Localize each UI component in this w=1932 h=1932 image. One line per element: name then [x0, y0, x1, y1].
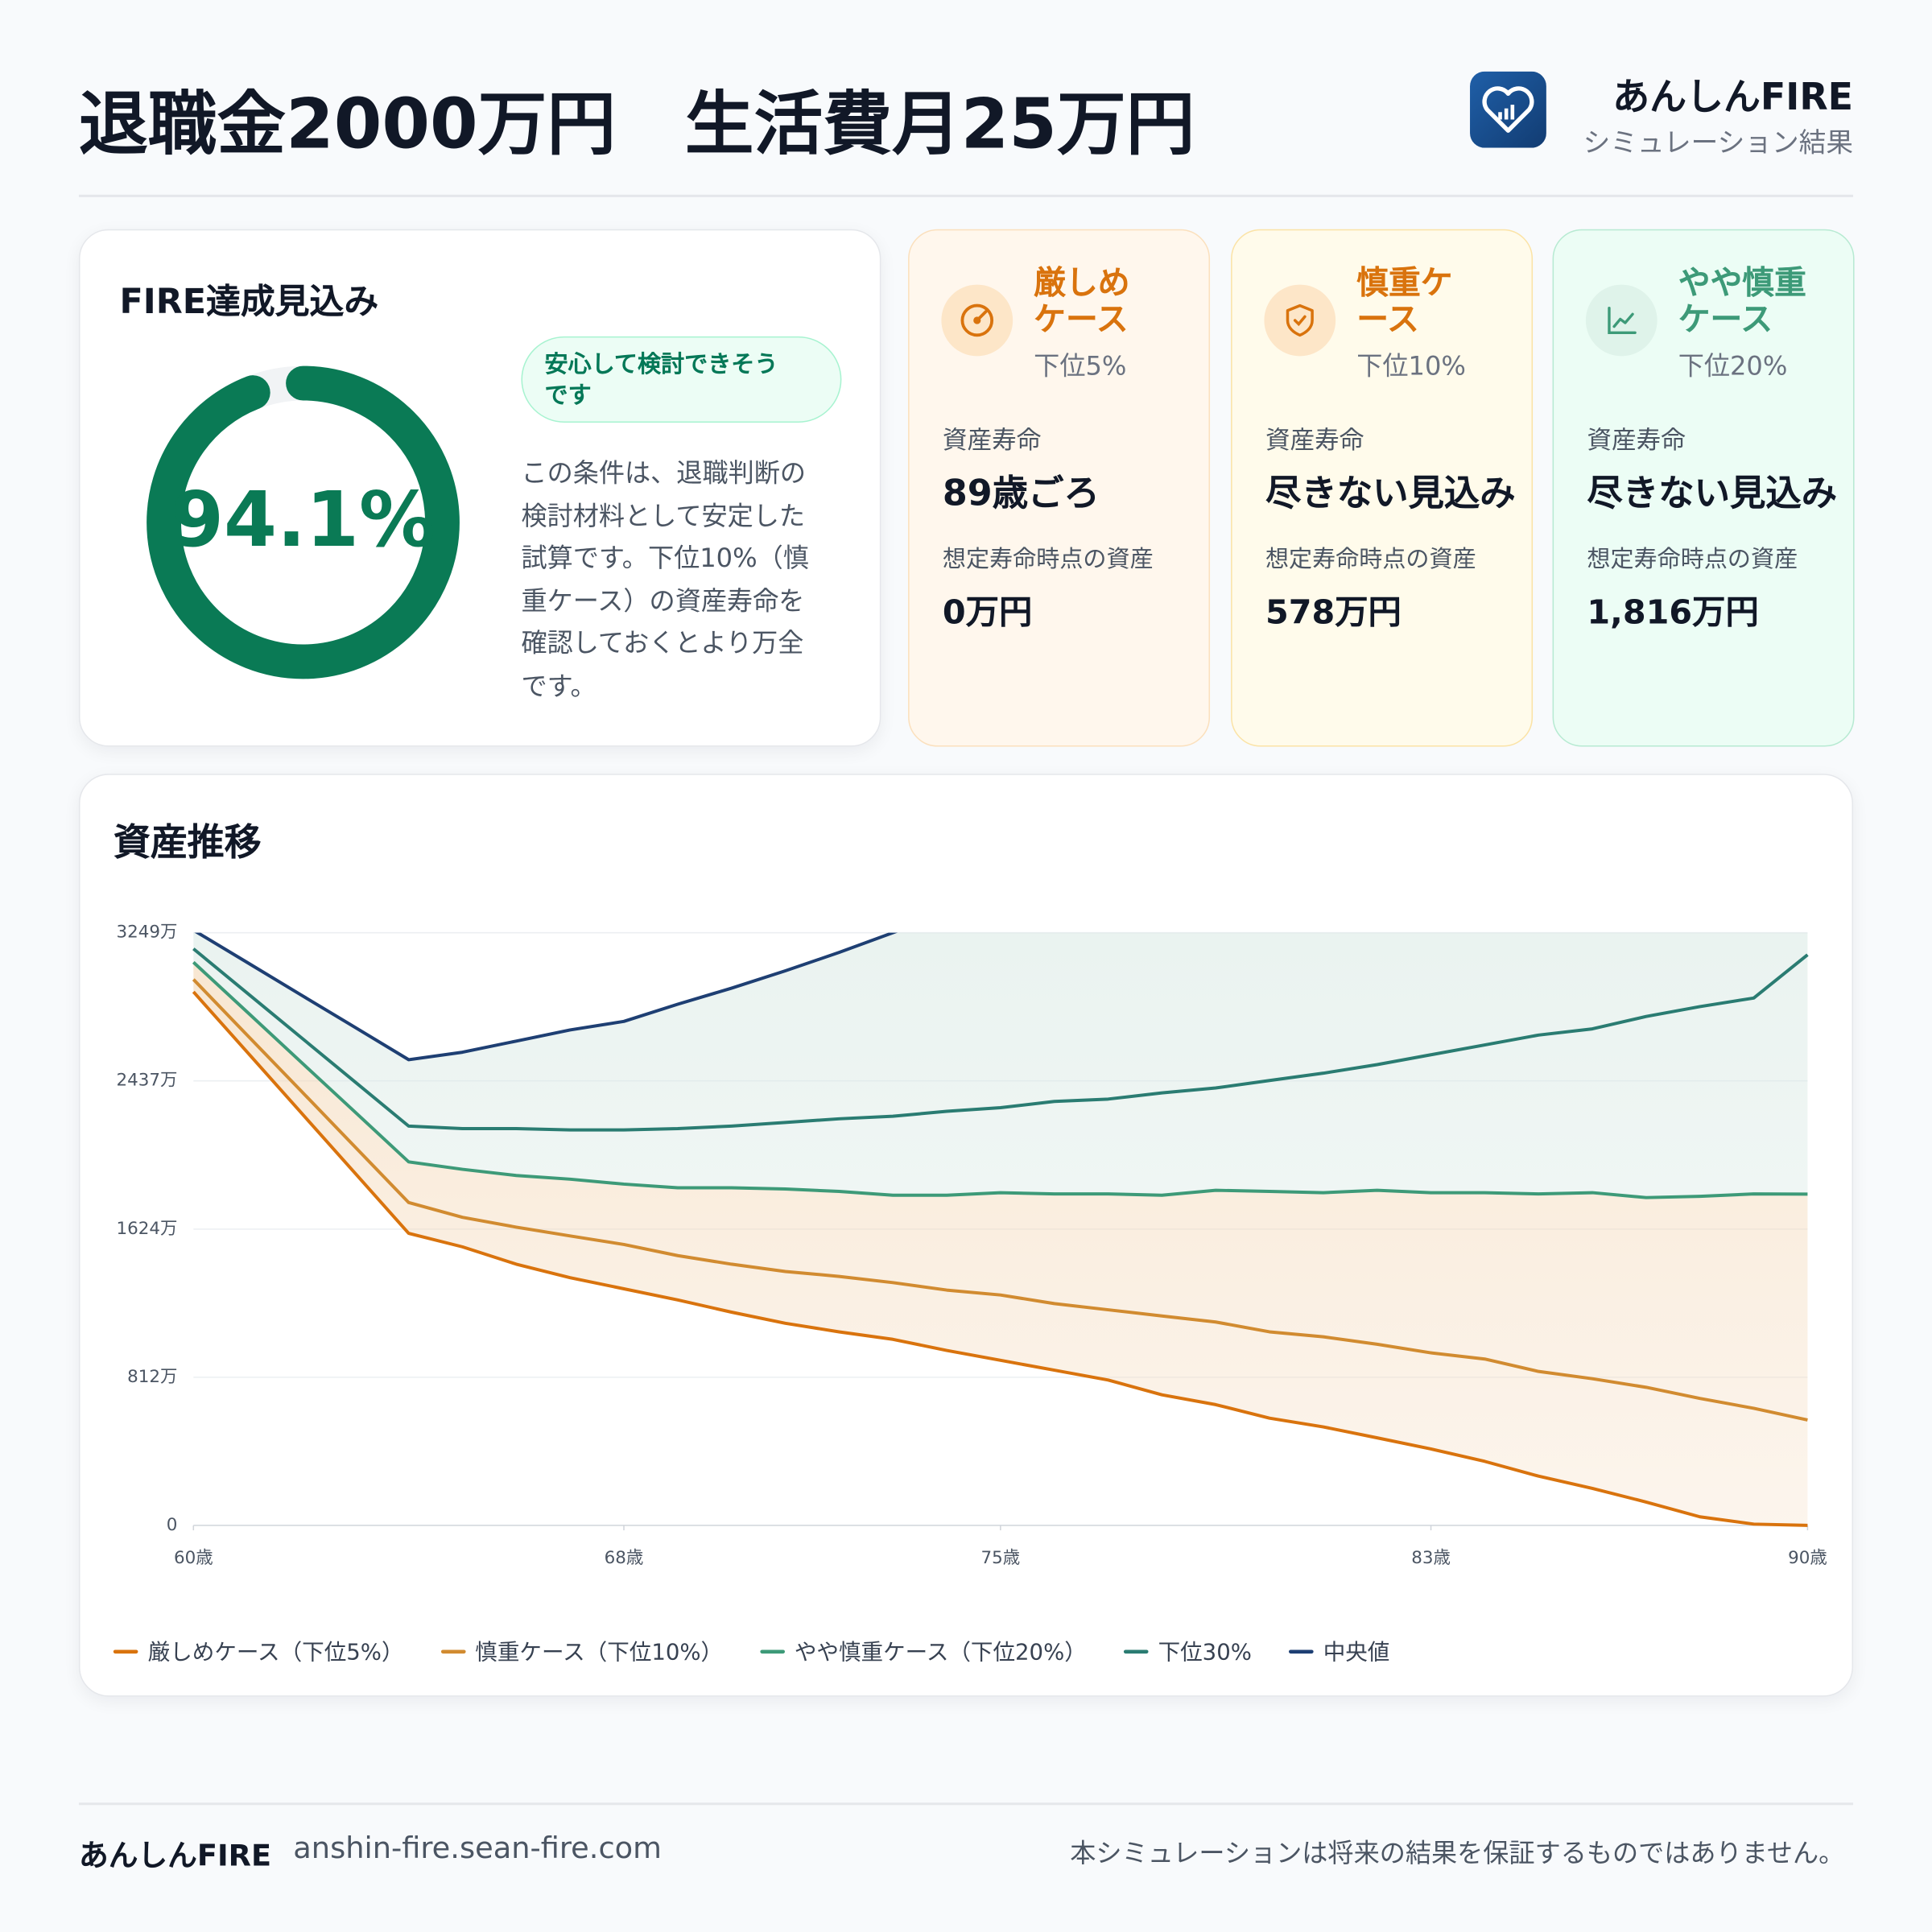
legend-item: 中央値 [1288, 1635, 1390, 1667]
asset-label: 想定寿命時点の資産 [1587, 546, 1798, 573]
y-tick-label: 3249万 [117, 923, 178, 943]
legend-label: 中央値 [1323, 1640, 1390, 1666]
case-card: 厳しめケース 下位5% 資産寿命 89歳ごろ 想定寿命時点の資産 0万円 [908, 229, 1211, 747]
legend-label: やや慎重ケース（下位20%） [794, 1640, 1087, 1666]
legend-swatch [1123, 1649, 1149, 1653]
asset-value: 1,816万円 [1587, 593, 1759, 633]
life-value: 尽きない見込み [1587, 472, 1838, 514]
plot [192, 932, 1809, 1527]
probability-card: FIRE達成見込み 94.1% 安心して検討できそうです この条件は、退職判断の… [78, 229, 881, 747]
badge: 安心して検討できそうです [521, 336, 842, 423]
case-name: 慎重ケース [1356, 265, 1453, 339]
asset-label: 想定寿命時点の資産 [1265, 546, 1476, 573]
case-card: 慎重ケース 下位10% 資産寿命 尽きない見込み 想定寿命時点の資産 578万円 [1231, 229, 1534, 747]
chart-title: 資産推移 [113, 821, 262, 865]
probability-description: この条件は、退職判断の検討材料として安定した試算です。下位10%（慎重ケース）の… [521, 458, 809, 701]
case-icon [941, 284, 1013, 357]
page-title: 退職金2000万円 生活費月25万円 [78, 85, 1195, 166]
x-tick-label: 83歳 [1411, 1548, 1451, 1568]
series-line [192, 947, 1809, 1132]
asset-label: 想定寿命時点の資産 [942, 546, 1154, 573]
life-value: 89歳ごろ [942, 472, 1100, 514]
badge-text: 安心して検討できそうです [544, 351, 778, 410]
legend-swatch [1288, 1649, 1314, 1653]
footer-brand: あんしんFIRE [78, 1838, 272, 1873]
brand: あんしんFIRE [1612, 76, 1854, 120]
y-tick-label: 812万 [127, 1367, 177, 1387]
probability-value: 94.1% [171, 476, 436, 564]
legend-label: 厳しめケース（下位5%） [147, 1640, 404, 1666]
divider [78, 1802, 1854, 1805]
divider [78, 194, 1854, 197]
legend: 厳しめケース（下位5%） 慎重ケース（下位10%） やや慎重ケース（下位20%） 下位… [113, 1635, 1426, 1667]
series-line [192, 960, 1808, 1199]
case-card: やや慎重ケース 下位20% 資産寿命 尽きない見込み 想定寿命時点の資産 1,8… [1552, 229, 1855, 747]
legend-label: 慎重ケース（下位10%） [475, 1640, 724, 1666]
chart: 0 812万 1624万 2437万 3249万 60歳 68歳 75歳 83歳 90歳 [117, 923, 1827, 1569]
asset-value: 0万円 [942, 593, 1033, 633]
brand-subtitle: シミュレーション結果 [1583, 128, 1854, 159]
series-line [194, 932, 898, 1062]
legend-swatch [113, 1649, 138, 1653]
case-name: 厳しめケース [1034, 265, 1130, 339]
x-tick-label: 75歳 [981, 1548, 1021, 1568]
band-fill [193, 962, 1808, 1525]
series-line [192, 978, 1808, 1422]
x-tick-label: 60歳 [174, 1548, 213, 1568]
life-label: 資産寿命 [942, 425, 1042, 455]
legend-swatch [440, 1649, 466, 1653]
legend-swatch [760, 1649, 785, 1653]
life-value: 尽きない見込み [1265, 472, 1516, 514]
legend-label: 下位30% [1158, 1640, 1252, 1666]
app-icon [1470, 71, 1546, 148]
case-percentile: 下位10% [1356, 351, 1466, 381]
x-tick-label: 90歳 [1788, 1548, 1827, 1568]
case-icon [1585, 284, 1657, 357]
case-icon [1264, 284, 1336, 357]
series-line [192, 990, 1808, 1527]
legend-item: やや慎重ケース（下位20%） [760, 1635, 1087, 1667]
legend-item: 慎重ケース（下位10%） [440, 1635, 723, 1667]
case-percentile: 下位20% [1678, 351, 1788, 381]
x-tick-label: 68歳 [605, 1548, 644, 1568]
asset-value: 578万円 [1265, 593, 1402, 633]
case-percentile: 下位5% [1034, 351, 1127, 381]
y-tick-label: 2437万 [117, 1071, 178, 1091]
legend-item: 厳しめケース（下位5%） [113, 1635, 404, 1667]
y-tick-label: 0 [167, 1515, 178, 1535]
probability-title: FIRE達成見込み [119, 280, 379, 322]
life-label: 資産寿命 [1587, 425, 1686, 455]
donut: 94.1% [147, 365, 460, 679]
y-tick-label: 1624万 [117, 1219, 178, 1239]
case-name: やや慎重ケース [1678, 265, 1806, 339]
footer-url: anshin-fire.sean-fire.com [293, 1831, 662, 1866]
donut-arc [147, 365, 460, 679]
footer-disclaimer: 本シミュレーションは将来の結果を保証するものではありません。 [1070, 1838, 1845, 1868]
life-label: 資産寿命 [1265, 425, 1364, 455]
legend-item: 下位30% [1123, 1635, 1252, 1667]
